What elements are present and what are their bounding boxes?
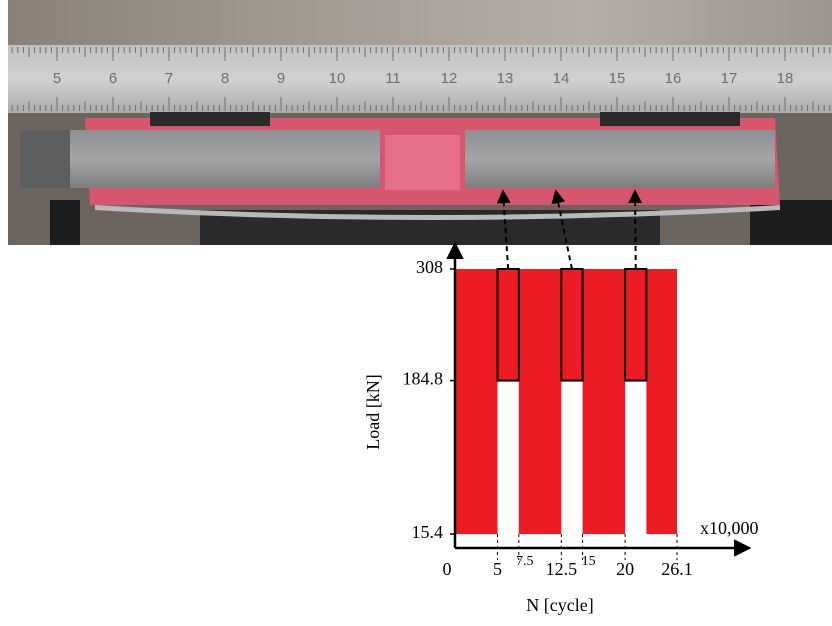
y-tick-label: 15.4 [412, 522, 444, 542]
load-block [646, 269, 677, 534]
ruler-label: 6 [109, 70, 117, 87]
load-block [519, 269, 562, 534]
load-block [455, 269, 498, 534]
ruler-label: 18 [777, 70, 794, 87]
clamp [150, 112, 270, 126]
load-block [583, 269, 626, 534]
y-axis-label: Load [kN] [363, 374, 383, 449]
y-tick-label: 184.8 [403, 369, 444, 389]
ruler-label: 16 [665, 70, 682, 87]
x-tick-label: 20 [616, 559, 634, 579]
x-tick-label: 7.5 [516, 554, 534, 569]
x-tick-label: 15 [582, 554, 596, 569]
pointer-arrow [635, 192, 636, 269]
figure: 5 6 7 8 9 10 11 12 13 14 15 16 17 18 Load [kN] N [cyc… [0, 0, 832, 626]
support [50, 200, 80, 245]
ruler-label: 14 [553, 70, 570, 87]
ruler-label: 8 [221, 70, 229, 87]
y-tick-label: 308 [416, 257, 443, 277]
specimen [465, 130, 775, 188]
ruler-label: 9 [277, 70, 285, 87]
x-tick-label: 26.1 [661, 559, 693, 579]
photo: 5 6 7 8 9 10 11 12 13 14 15 16 17 18 [8, 0, 832, 245]
load-block [498, 269, 519, 381]
x-tick-label: 5 [493, 559, 502, 579]
load-block [561, 269, 582, 381]
specimen [20, 130, 380, 188]
ruler-label: 7 [165, 70, 173, 87]
chart: Load [kN] N [cycle] x10,000 15.4 184.8 308… [363, 192, 758, 615]
ruler-label: 5 [53, 70, 61, 87]
x-axis-label: N [cycle] [526, 595, 593, 615]
ruler [8, 45, 832, 113]
clamp [600, 112, 740, 126]
x-tick-label: 0 [443, 559, 452, 579]
x-tick-label: 12.5 [546, 559, 578, 579]
ruler-label: 13 [497, 70, 514, 87]
load-block [625, 269, 646, 381]
ruler-label: 17 [721, 70, 738, 87]
specimen-end [20, 130, 70, 188]
ruler-label: 12 [441, 70, 458, 87]
ruler-label: 15 [609, 70, 626, 87]
joint [385, 135, 460, 190]
ruler-label: 10 [329, 70, 346, 87]
x-unit-label: x10,000 [700, 518, 759, 538]
ruler-label: 11 [385, 70, 401, 87]
